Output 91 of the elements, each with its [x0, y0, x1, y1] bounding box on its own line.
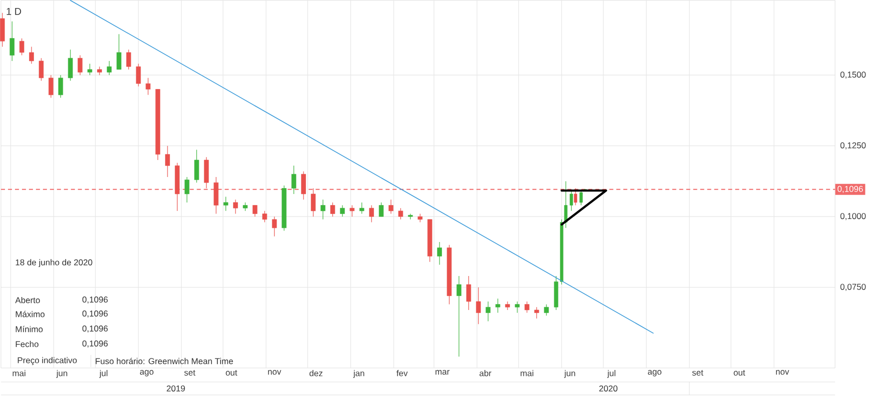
- annotation: Aberto: [15, 296, 40, 304]
- x-tick-label: set: [184, 370, 196, 376]
- candlestick: [291, 165, 296, 194]
- annotation: Mínimo: [16, 326, 43, 332]
- x-tick-label: jun: [56, 370, 68, 378]
- x-tick-label: mai: [12, 370, 26, 376]
- candlestick: [165, 146, 170, 178]
- candlestick: [58, 74, 64, 98]
- candlestick: [388, 199, 394, 214]
- candlestick: [272, 216, 277, 237]
- candlestick: [233, 199, 238, 214]
- annotation: 18 de junho de 2020: [16, 259, 92, 268]
- candlestick: [10, 21, 14, 62]
- candlestick: [68, 49, 73, 82]
- candlestick: [87, 64, 92, 76]
- candlestick: [456, 276, 462, 357]
- candlestick: [514, 301, 520, 314]
- x-tick-label: abr: [480, 370, 492, 376]
- candlestick: [194, 150, 200, 183]
- candlestick: [350, 204, 354, 217]
- x-tick-label: mai: [520, 370, 534, 376]
- candlestick: [359, 202, 364, 214]
- candlestick: [136, 64, 141, 87]
- candlestick: [437, 242, 442, 266]
- candlestick: [214, 176, 218, 214]
- candlestick: [48, 74, 54, 98]
- candlestick: [570, 190, 573, 212]
- x-tick-label: jul: [99, 370, 108, 378]
- candlestick: [505, 301, 510, 310]
- x-tick-label: fev: [396, 370, 408, 376]
- x-tick-label: dez: [310, 370, 322, 376]
- x-tick-label: ago: [140, 370, 154, 376]
- candlestick: [252, 204, 258, 217]
- annotation: Máximo: [16, 310, 45, 318]
- candlestick: [184, 176, 190, 203]
- annotation: Fuso horário: Greenwich Mean Time: [96, 358, 233, 364]
- x-tick-label: set: [692, 370, 704, 376]
- candlestick: [564, 180, 568, 228]
- candlestick: [544, 304, 549, 316]
- candlestick: [310, 188, 316, 217]
- y-tick-label: 0,1500: [840, 72, 866, 79]
- candlestick: [19, 38, 24, 56]
- candlestick: [524, 301, 530, 314]
- candlestick: [126, 49, 132, 70]
- x-tick-label: ago: [648, 370, 662, 376]
- annotation: Fecho: [16, 340, 38, 348]
- candlestick: [29, 46, 34, 64]
- annotation: 0,1096: [82, 326, 108, 333]
- candlestick: [262, 210, 268, 223]
- x-tick-label: out: [734, 370, 746, 376]
- x-tick-label: jul: [607, 370, 616, 378]
- x-tick-label: jun: [564, 370, 576, 378]
- candlestick: [0, 12, 5, 48]
- candlestick: [106, 60, 112, 76]
- candlestick: [116, 34, 122, 70]
- x-tick-label: out: [226, 370, 238, 376]
- candlestick: [320, 199, 326, 220]
- annotation: 0,1096: [82, 296, 108, 304]
- x-tick-label: nov: [268, 370, 282, 375]
- annotation: 0,1096: [82, 340, 108, 348]
- text: 1 D: [6, 8, 22, 15]
- candlestick: [369, 204, 374, 223]
- candlestick: [534, 306, 540, 319]
- candlestick: [204, 156, 209, 189]
- candlestick: [223, 196, 228, 212]
- y-tick-label: 0,0750: [840, 284, 866, 291]
- candlestick: [38, 58, 44, 82]
- candlestick: [486, 301, 490, 322]
- candlestick: [378, 202, 384, 217]
- candlestick: [466, 276, 472, 310]
- y-tick-label: 0,1000: [840, 213, 866, 220]
- candlestick: [330, 202, 336, 217]
- candlestick: [146, 78, 150, 96]
- x-tick-label: mar: [436, 370, 450, 375]
- text: 2019: [166, 385, 185, 392]
- candlestick: [340, 204, 345, 217]
- candlestick: [574, 188, 578, 206]
- y-tick-label: 0,1250: [840, 142, 866, 150]
- text: 2020: [599, 385, 618, 392]
- annotation: 0,1096: [82, 310, 108, 318]
- candlestick: [579, 190, 583, 206]
- candlestick: [495, 298, 500, 314]
- candlestick: [476, 287, 481, 324]
- x-tick-label: jan: [353, 370, 364, 378]
- candlestick: [78, 55, 82, 76]
- ref-line-label: 0,1096: [838, 186, 863, 193]
- candlestick: [97, 66, 102, 76]
- x-tick-label: nov: [776, 370, 790, 375]
- annotation: Preço indicativo: [18, 357, 77, 365]
- candlestick: [398, 208, 404, 220]
- candlestick: [301, 171, 306, 200]
